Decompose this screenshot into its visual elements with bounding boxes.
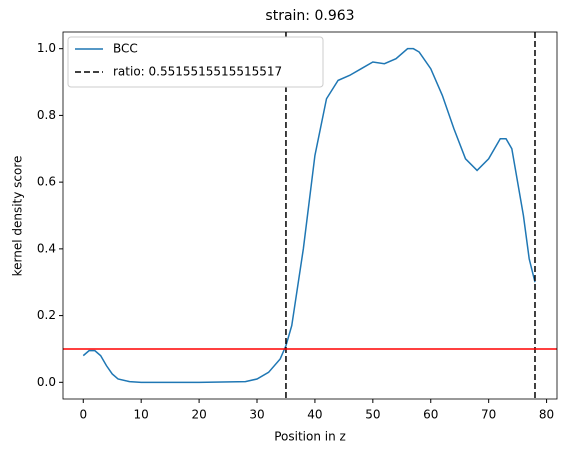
x-tick-label: 30 [249,408,264,422]
x-tick-label: 70 [481,408,496,422]
legend-label: ratio: 0.5515515515515517 [113,65,282,79]
legend-box [67,36,324,88]
y-tick-label: 0.8 [37,108,56,122]
x-tick-label: 60 [423,408,438,422]
y-tick-label: 0.0 [37,375,56,389]
x-tick-label: 80 [539,408,554,422]
y-tick-label: 1.0 [37,41,56,55]
x-axis-label: Position in z [274,430,346,444]
legend-label: BCC [113,42,138,56]
plot-frame [62,31,558,400]
x-tick-label: 20 [191,408,206,422]
x-tick-label: 0 [79,408,87,422]
y-tick-label: 0.6 [37,175,56,189]
y-axis-label: kernel density score [11,156,25,277]
x-tick-label: 10 [134,408,149,422]
chart-title: strain: 0.963 [265,8,354,24]
x-tick-label: 40 [307,408,322,422]
y-tick-label: 0.4 [37,241,56,255]
y-tick-label: 0.2 [37,308,56,322]
data-line [82,47,536,384]
x-tick-label: 50 [365,408,380,422]
